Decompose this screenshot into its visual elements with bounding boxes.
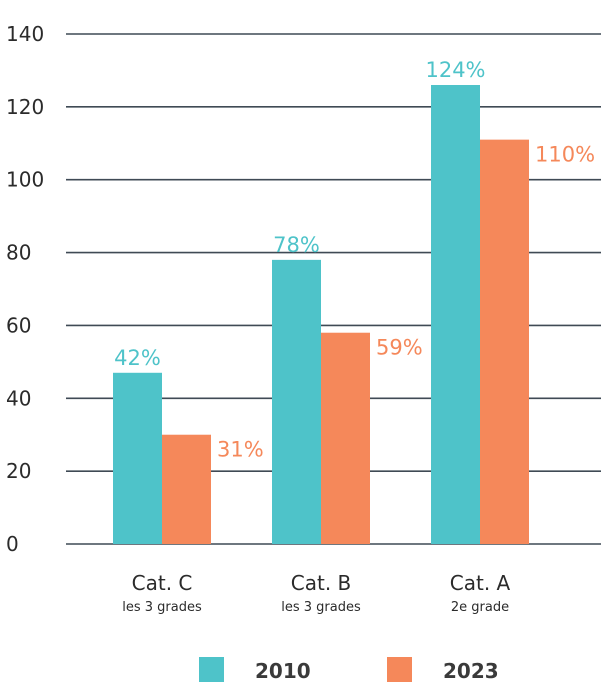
y-tick-label: 80 [6, 241, 31, 265]
y-tick-label: 20 [6, 459, 31, 483]
y-tick-label: 100 [6, 168, 44, 192]
y-axis-tick-labels: 0 20 40 60 80 100 120 140 [6, 22, 44, 556]
bar-2010-2 [431, 85, 480, 544]
y-tick-label: 140 [6, 22, 44, 46]
y-tick-label: 40 [6, 386, 31, 410]
category-sublabel: les 3 grades [122, 600, 202, 615]
x-axis-category-labels: Cat. C les 3 grades Cat. B les 3 grades Cat.… [122, 571, 510, 615]
bar-2023-0 [162, 434, 211, 544]
data-label: 31% [217, 438, 264, 462]
legend-label: 2023 [443, 659, 499, 683]
category-label: Cat. A [450, 571, 511, 595]
bar-2010-0 [113, 372, 162, 544]
legend-swatch [387, 657, 412, 682]
data-labels: 42% 31% 78% 59% 124% 110% [114, 58, 595, 462]
y-tick-label: 120 [6, 95, 44, 119]
data-label: 59% [376, 336, 423, 360]
legend-label: 2010 [255, 659, 311, 683]
bar-2023-2 [480, 139, 529, 544]
legend: 2010 2023 [199, 657, 499, 683]
data-label: 124% [425, 58, 485, 82]
category-label: Cat. B [291, 571, 352, 595]
data-label: 110% [535, 143, 595, 167]
data-label: 78% [273, 233, 320, 257]
category-label: Cat. C [132, 571, 193, 595]
category-sublabel: les 3 grades [281, 600, 361, 615]
data-label: 42% [114, 346, 161, 370]
bars [113, 85, 529, 544]
bar-2010-1 [272, 259, 321, 544]
legend-swatch [199, 657, 224, 682]
category-sublabel: 2e grade [451, 600, 509, 615]
bar-2023-1 [321, 332, 370, 544]
y-tick-label: 60 [6, 313, 31, 337]
y-tick-label: 0 [6, 532, 19, 556]
